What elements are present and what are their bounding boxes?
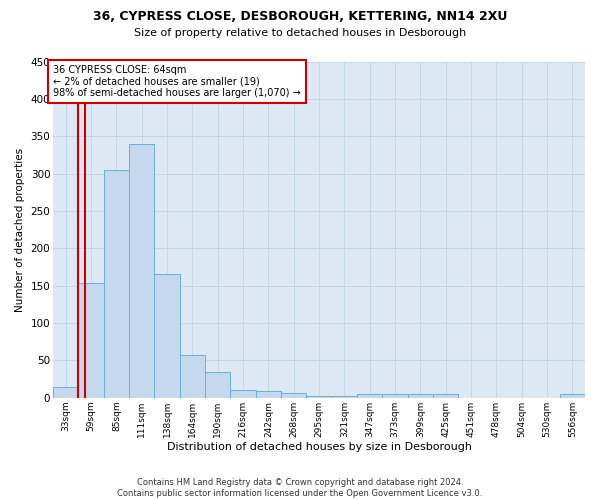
Bar xyxy=(180,355,205,398)
Text: Size of property relative to detached houses in Desborough: Size of property relative to detached ho… xyxy=(134,28,466,38)
Bar xyxy=(357,394,382,398)
Bar xyxy=(382,394,407,398)
Bar xyxy=(53,386,79,398)
Bar xyxy=(281,394,307,398)
Bar xyxy=(205,372,230,398)
Text: Contains HM Land Registry data © Crown copyright and database right 2024.
Contai: Contains HM Land Registry data © Crown c… xyxy=(118,478,482,498)
Bar xyxy=(230,390,256,398)
X-axis label: Distribution of detached houses by size in Desborough: Distribution of detached houses by size … xyxy=(167,442,472,452)
Bar xyxy=(104,170,129,398)
Bar xyxy=(433,394,458,398)
Bar xyxy=(256,391,281,398)
Bar xyxy=(307,396,332,398)
Bar xyxy=(407,394,433,398)
Bar xyxy=(332,396,357,398)
Bar xyxy=(560,394,585,398)
Y-axis label: Number of detached properties: Number of detached properties xyxy=(15,148,25,312)
Bar xyxy=(79,284,104,398)
Text: 36 CYPRESS CLOSE: 64sqm
← 2% of detached houses are smaller (19)
98% of semi-det: 36 CYPRESS CLOSE: 64sqm ← 2% of detached… xyxy=(53,65,301,98)
Bar xyxy=(129,144,154,398)
Text: 36, CYPRESS CLOSE, DESBOROUGH, KETTERING, NN14 2XU: 36, CYPRESS CLOSE, DESBOROUGH, KETTERING… xyxy=(93,10,507,23)
Bar xyxy=(154,274,180,398)
